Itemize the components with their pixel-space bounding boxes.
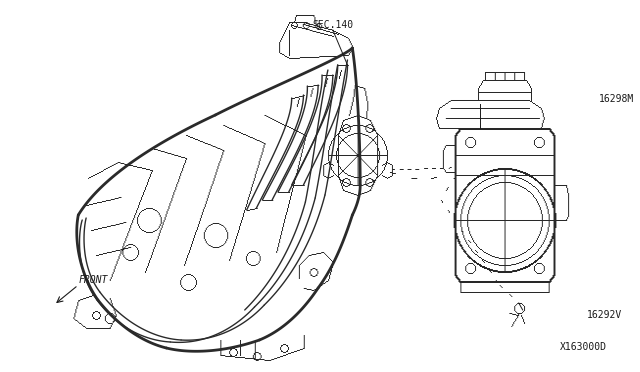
Text: FRONT: FRONT <box>78 275 108 285</box>
Text: SEC.140: SEC.140 <box>312 20 353 30</box>
Text: 16298M: 16298M <box>599 94 634 104</box>
Text: X163000D: X163000D <box>560 342 607 352</box>
Text: 16292V: 16292V <box>588 310 623 320</box>
